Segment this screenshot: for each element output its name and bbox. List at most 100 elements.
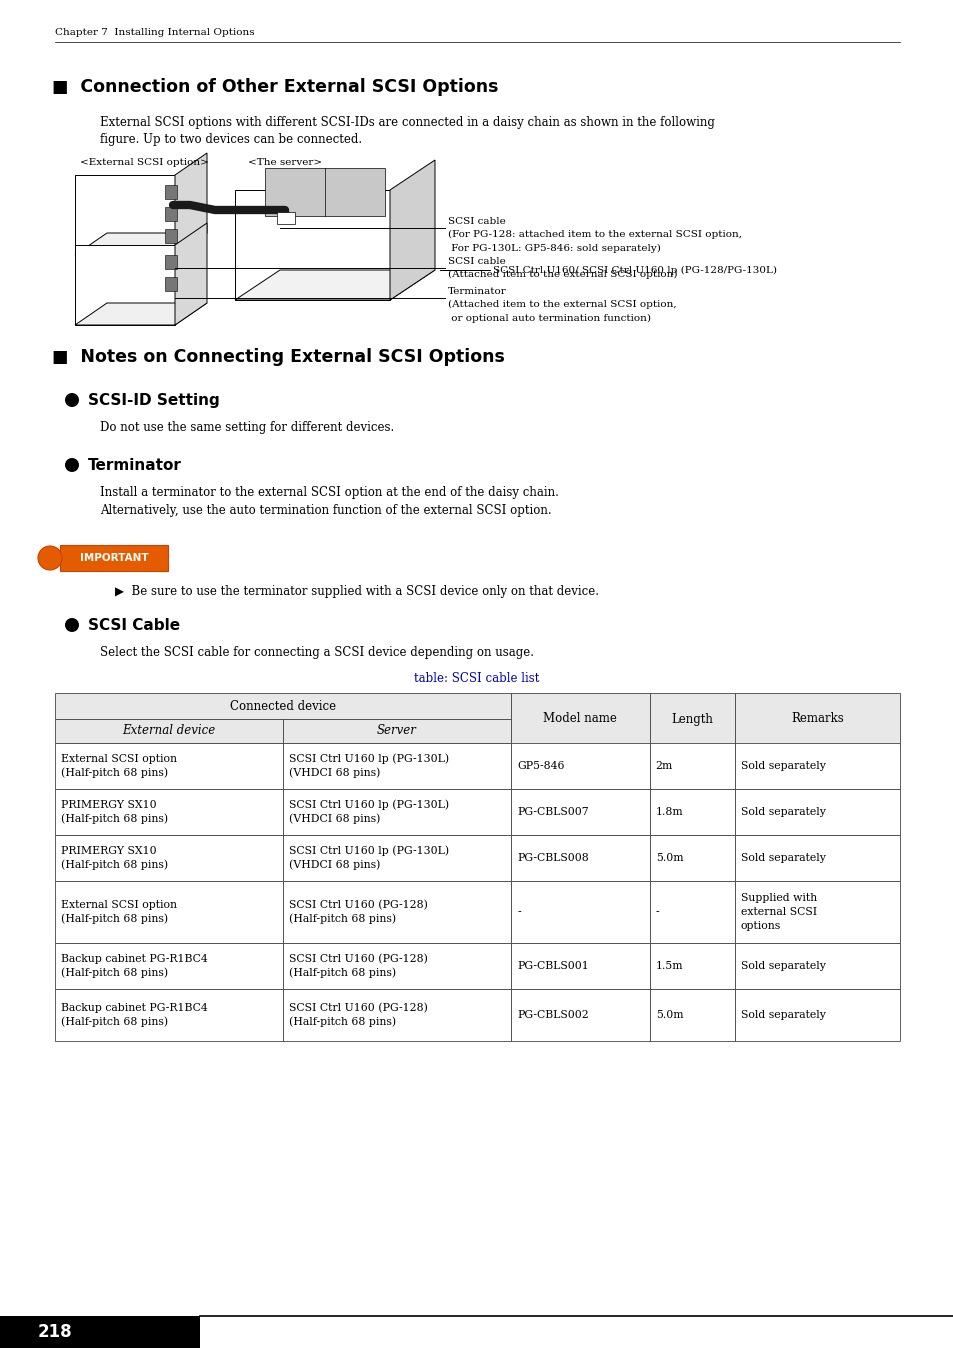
Bar [734,944,899,989]
Text: Server: Server [376,724,416,737]
Bar [511,834,649,882]
Polygon shape [174,154,207,255]
Text: (Half-pitch 68 pins): (Half-pitch 68 pins) [61,1016,168,1027]
Text: ■  Connection of Other External SCSI Options: ■ Connection of Other External SCSI Opti… [52,78,498,96]
Text: IMPORTANT: IMPORTANT [80,553,148,563]
Text: SCSI Cable: SCSI Cable [88,617,180,634]
Bar [283,989,511,1041]
Bar [511,989,649,1041]
Text: PG-CBLS008: PG-CBLS008 [517,853,588,863]
Text: (For PG-128: attached item to the external SCSI option,: (For PG-128: attached item to the extern… [448,231,741,239]
Text: Sold separately: Sold separately [740,762,824,771]
Text: SCSI Ctrl U160 lp (PG-130L): SCSI Ctrl U160 lp (PG-130L) [289,799,449,810]
Text: Length: Length [671,713,712,725]
Text: (Attached item to the external SCSI option): (Attached item to the external SCSI opti… [448,270,677,279]
Bar [649,834,734,882]
Text: SCSI-ID Setting: SCSI-ID Setting [88,394,219,408]
Text: (Attached item to the external SCSI option,: (Attached item to the external SCSI opti… [448,301,676,309]
Text: Sold separately: Sold separately [740,853,824,863]
Bar [165,255,177,270]
Text: or optional auto termination function): or optional auto termination function) [448,314,650,324]
Text: <The server>: <The server> [248,158,322,167]
Circle shape [38,546,62,570]
Bar [55,743,283,789]
Text: -: - [655,907,659,917]
Polygon shape [234,190,390,301]
Text: Do not use the same setting for different devices.: Do not use the same setting for differen… [100,421,394,434]
Circle shape [65,394,79,407]
Circle shape [65,617,79,632]
Bar [283,789,511,834]
Text: Terminator: Terminator [448,287,506,297]
Text: PG-CBLS001: PG-CBLS001 [517,961,588,971]
Text: 1.8m: 1.8m [655,807,682,817]
Bar [511,789,649,834]
Text: PG-CBLS002: PG-CBLS002 [517,1010,588,1020]
Polygon shape [174,222,207,325]
Text: 1.5m: 1.5m [655,961,682,971]
Text: Chapter 7  Installing Internal Options: Chapter 7 Installing Internal Options [55,28,254,36]
Text: (VHDCI 68 pins): (VHDCI 68 pins) [289,814,380,824]
Bar [165,229,177,243]
Text: figure. Up to two devices can be connected.: figure. Up to two devices can be connect… [100,133,362,146]
Text: (Half-pitch 68 pins): (Half-pitch 68 pins) [61,914,168,925]
Text: Connected device: Connected device [230,700,335,713]
Text: ■  Notes on Connecting External SCSI Options: ■ Notes on Connecting External SCSI Opti… [52,348,504,367]
Text: Backup cabinet PG-R1BC4: Backup cabinet PG-R1BC4 [61,954,208,964]
Text: (Half-pitch 68 pins): (Half-pitch 68 pins) [61,968,168,979]
Polygon shape [75,245,174,325]
Text: Sold separately: Sold separately [740,961,824,971]
Text: Sold separately: Sold separately [740,1010,824,1020]
Bar [276,212,294,224]
Text: Supplied with: Supplied with [740,892,816,903]
Text: SCSI Ctrl U160 lp (PG-130L): SCSI Ctrl U160 lp (PG-130L) [289,754,449,764]
Bar [734,743,899,789]
Text: SCSI Ctrl U160 lp (PG-130L): SCSI Ctrl U160 lp (PG-130L) [289,845,449,856]
Text: (Half-pitch 68 pins): (Half-pitch 68 pins) [61,768,168,778]
Text: SCSI Ctrl U160 (PG-128): SCSI Ctrl U160 (PG-128) [289,900,428,910]
Bar [165,185,177,200]
Bar [511,944,649,989]
Bar [283,718,511,743]
Bar [283,834,511,882]
Bar [511,882,649,944]
Bar [165,208,177,221]
Bar [55,718,283,743]
Text: For PG-130L: GP5-846: sold separately): For PG-130L: GP5-846: sold separately) [448,244,660,253]
Bar [649,882,734,944]
Text: External SCSI option: External SCSI option [61,900,177,910]
Text: GP5-846: GP5-846 [517,762,564,771]
Bar [511,743,649,789]
Text: <External SCSI option>: <External SCSI option> [80,158,209,167]
Bar [649,989,734,1041]
Bar [55,882,283,944]
Bar [734,834,899,882]
Circle shape [65,458,79,472]
Bar [649,743,734,789]
Bar [734,693,899,745]
Bar [734,989,899,1041]
Text: (Half-pitch 68 pins): (Half-pitch 68 pins) [61,814,168,824]
Text: 2m: 2m [655,762,672,771]
Text: -: - [517,907,520,917]
Text: External SCSI options with different SCSI-IDs are connected in a daisy chain as : External SCSI options with different SCS… [100,116,714,129]
Bar [283,944,511,989]
Bar [283,882,511,944]
Text: 5.0m: 5.0m [655,1010,682,1020]
Text: 218: 218 [38,1322,72,1341]
Bar [55,944,283,989]
Text: Alternatively, use the auto termination function of the external SCSI option.: Alternatively, use the auto termination … [100,504,551,518]
Text: PRIMERGY SX10: PRIMERGY SX10 [61,799,156,810]
Polygon shape [234,270,435,301]
Text: Terminator: Terminator [88,458,182,473]
Text: PRIMERGY SX10: PRIMERGY SX10 [61,847,156,856]
Text: Remarks: Remarks [790,713,842,725]
Bar [165,276,177,291]
Text: PG-CBLS007: PG-CBLS007 [517,807,588,817]
Bar [55,989,283,1041]
Text: External device: External device [122,724,215,737]
Text: SCSI cable: SCSI cable [448,217,505,226]
Bar [511,693,649,745]
Text: (VHDCI 68 pins): (VHDCI 68 pins) [289,768,380,778]
Text: ▶  Be sure to use the terminator supplied with a SCSI device only on that device: ▶ Be sure to use the terminator supplied… [115,585,598,599]
